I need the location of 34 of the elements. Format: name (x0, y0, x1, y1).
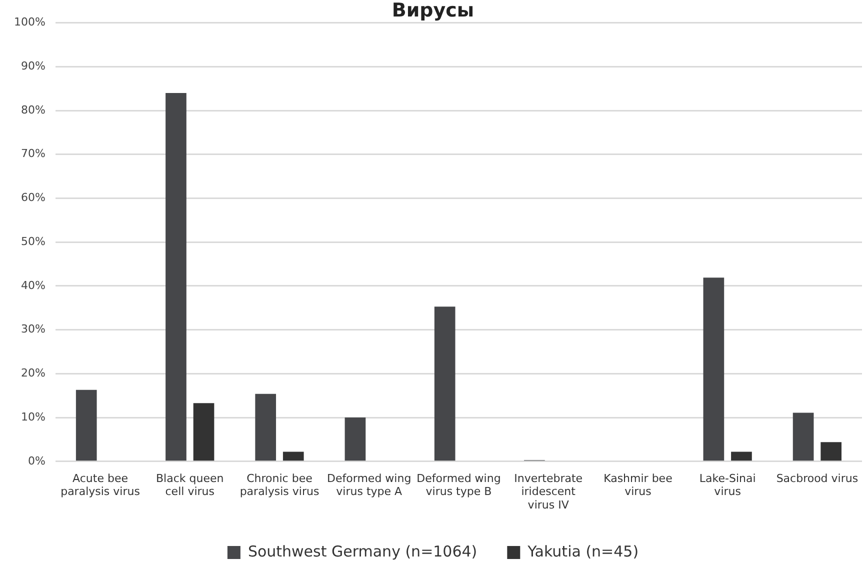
bar (820, 442, 842, 461)
legend-label: Yakutia (n=45) (526, 542, 639, 560)
bar (166, 92, 186, 461)
legend-label: Southwest Germany (n=1064) (248, 542, 478, 560)
y-tick-label: 70% (20, 147, 46, 160)
bar (344, 418, 366, 461)
y-tick-label: 40% (20, 278, 46, 292)
bar (282, 452, 304, 461)
bar (434, 306, 456, 461)
bar (76, 390, 97, 461)
x-tick-label: Deformed wing virus type A (327, 472, 412, 498)
y-tick-label: 60% (20, 191, 46, 204)
y-tick-label: 80% (20, 103, 46, 116)
x-tick-label: Chronic bee paralysis virus (240, 472, 320, 498)
x-tick-label: Sacbrood virus (776, 472, 858, 485)
x-tick-label: Lake-Sinai virus (699, 472, 756, 498)
y-tick-label: 90% (20, 60, 46, 73)
x-tick-label: Deformed wing virus type B (416, 472, 501, 498)
y-tick-label: 10% (20, 410, 46, 424)
y-tick-label: 20% (20, 366, 46, 380)
bar (193, 403, 214, 461)
x-tick-label: Acute bee paralysis virus (60, 472, 140, 498)
bar (703, 278, 724, 461)
bar (255, 394, 276, 461)
y-tick-label: 0% (28, 454, 46, 468)
y-tick-label: 100% (14, 16, 46, 29)
bar (731, 452, 752, 461)
bar (792, 412, 814, 461)
x-tick-label: Invertebrate iridescent virus IV (514, 472, 583, 512)
chart-title: Вирусы (392, 0, 474, 22)
y-tick-label: 50% (20, 234, 46, 248)
y-tick-label: 30% (20, 322, 46, 336)
x-tick-label: Black queen cell virus (156, 472, 224, 498)
x-tick-label: Kashmir bee virus (604, 472, 673, 498)
